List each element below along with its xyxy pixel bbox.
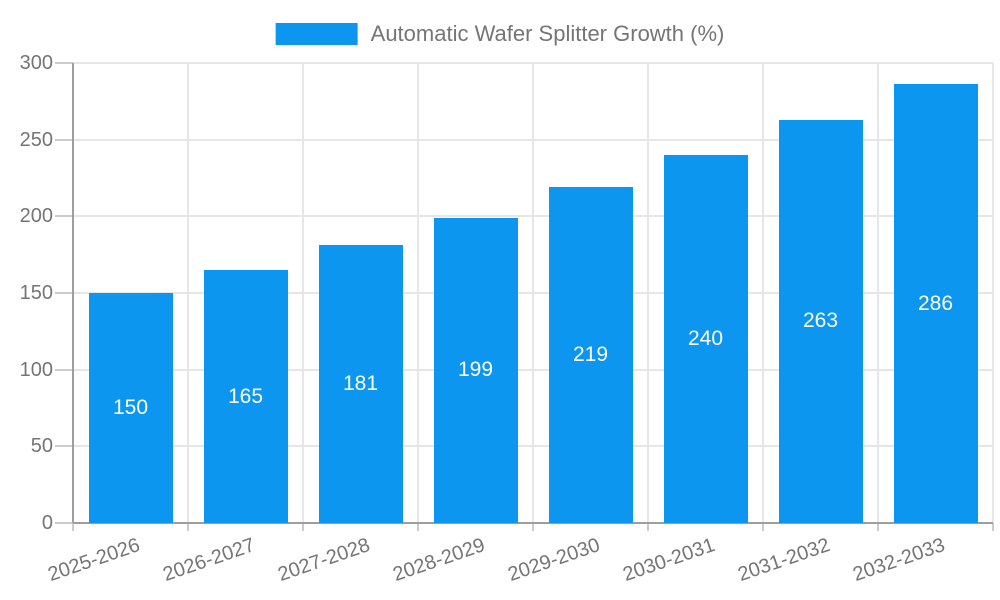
x-gridline bbox=[877, 63, 879, 523]
x-tick bbox=[532, 523, 534, 531]
bar bbox=[203, 270, 288, 523]
x-tick bbox=[992, 523, 994, 531]
bar-value-label: 199 bbox=[457, 358, 494, 382]
bar-value-label: 263 bbox=[802, 309, 839, 333]
x-gridline bbox=[647, 63, 649, 523]
x-tick bbox=[302, 523, 304, 531]
bar bbox=[893, 84, 978, 523]
bar-value-label: 240 bbox=[687, 327, 724, 350]
legend: Automatic Wafer Splitter Growth (%) bbox=[275, 21, 725, 47]
bar bbox=[433, 217, 518, 523]
x-gridline bbox=[187, 63, 189, 523]
x-gridline bbox=[762, 63, 764, 523]
bar-value-label: 165 bbox=[227, 384, 264, 408]
bar-value-label: 181 bbox=[342, 372, 379, 396]
x-axis-tick-label: 2028-2029 bbox=[390, 534, 488, 586]
x-tick bbox=[762, 523, 764, 531]
x-gridline bbox=[417, 63, 419, 523]
y-tick bbox=[55, 138, 73, 141]
y-tick bbox=[55, 215, 73, 218]
bar-value-label: 286 bbox=[917, 291, 954, 315]
legend-label: Automatic Wafer Splitter Growth (%) bbox=[370, 21, 725, 46]
bar-value-label: 150 bbox=[112, 396, 149, 419]
x-tick bbox=[417, 523, 419, 531]
x-axis-tick-label: 2029-2030 bbox=[505, 534, 603, 586]
x-tick bbox=[877, 523, 879, 531]
y-tick bbox=[55, 62, 73, 64]
bar bbox=[778, 119, 863, 523]
y-axis-tick-label: 100 bbox=[19, 358, 53, 381]
x-axis-tick-label: 2025-2026 bbox=[45, 534, 143, 586]
legend-swatch bbox=[275, 23, 358, 45]
x-axis-tick-label: 2031-2032 bbox=[735, 534, 833, 586]
bar bbox=[318, 245, 403, 523]
x-axis-tick-label: 2030-2031 bbox=[620, 534, 718, 586]
y-axis-tick-label: 200 bbox=[19, 205, 53, 228]
y-axis-tick-label: 150 bbox=[19, 282, 53, 304]
y-tick bbox=[55, 368, 73, 371]
x-gridline bbox=[532, 63, 534, 523]
y-tick bbox=[55, 292, 73, 294]
bar bbox=[548, 187, 633, 523]
bar bbox=[88, 293, 173, 523]
x-axis-tick-label: 2032-2033 bbox=[850, 534, 948, 586]
x-tick bbox=[187, 523, 189, 531]
y-axis-tick-label: 0 bbox=[41, 512, 53, 534]
y-tick bbox=[55, 522, 73, 524]
x-gridline bbox=[302, 63, 304, 523]
x-tick bbox=[647, 523, 649, 531]
bar-value-label: 219 bbox=[572, 343, 609, 367]
y-tick bbox=[55, 445, 73, 448]
y-axis-tick-label: 250 bbox=[19, 128, 53, 151]
x-axis-tick-label: 2027-2028 bbox=[275, 534, 373, 586]
x-tick bbox=[72, 523, 74, 531]
x-axis-line bbox=[73, 522, 993, 524]
y-axis-tick-label: 300 bbox=[19, 52, 53, 74]
bar bbox=[663, 155, 748, 523]
x-axis-tick-label: 2026-2027 bbox=[160, 534, 258, 586]
x-gridline bbox=[992, 63, 994, 523]
y-axis-line bbox=[72, 63, 74, 523]
y-axis-tick-label: 50 bbox=[30, 435, 53, 458]
